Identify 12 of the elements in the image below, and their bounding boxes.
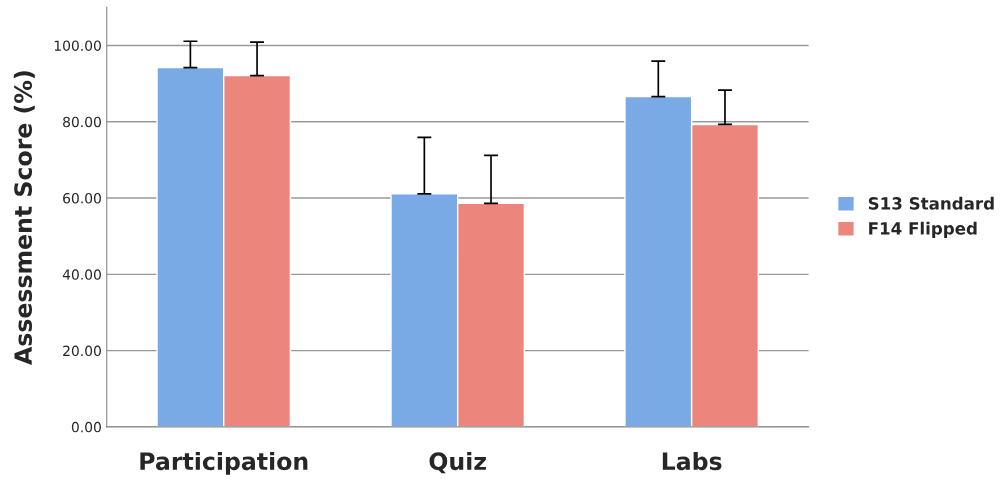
y-tick-label: 80.00 [63, 116, 101, 128]
y-tick-label: 20.00 [63, 345, 101, 357]
x-tick-label: Labs [662, 451, 722, 471]
y-tick-label: 0.00 [71, 421, 101, 433]
x-tick-label: Participation [140, 451, 308, 475]
legend-label: S13 Standard [868, 196, 994, 210]
legend-label: F14 Flipped [869, 221, 977, 238]
x-tick-label: Quiz [429, 451, 486, 474]
y-axis-title: Assessment Score (%) [13, 71, 35, 365]
y-tick-label: 40.00 [62, 269, 101, 280]
y-tick-label: 60.00 [63, 193, 101, 204]
y-tick-label: 100.00 [54, 40, 101, 51]
